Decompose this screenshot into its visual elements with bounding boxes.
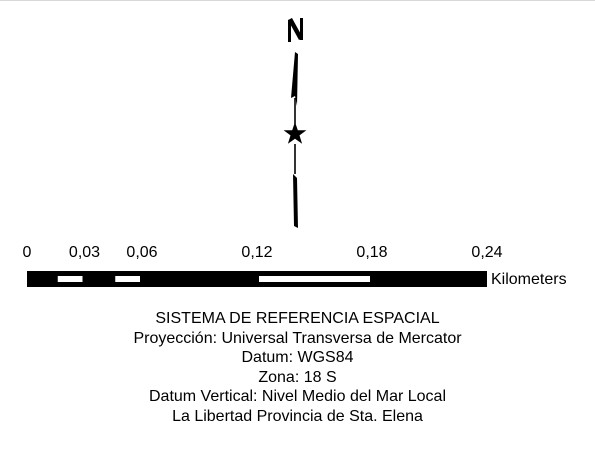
- projection-text: Proyección: Universal Transversa de Merc…: [133, 329, 462, 347]
- scale-bar-graphic: [27, 271, 487, 287]
- scale-tick-label: 0,03: [68, 244, 101, 261]
- scale-bar-segment-black: [84, 271, 114, 287]
- scale-tick-label: 0,18: [356, 244, 388, 261]
- reference-system-title: SISTEMA DE REFERENCIA ESPACIAL: [155, 310, 440, 327]
- vertical-datum-text: Datum Vertical: Nivel Medio del Mar Loca…: [148, 388, 446, 405]
- spatial-reference-info: SISTEMA DE REFERENCIA ESPACIAL Proyecció…: [0, 309, 595, 426]
- scale-bar: 0 0,03 0,06 0,12 0,18 0,24 Kilometers: [0, 240, 595, 290]
- scale-tick-label: 0,12: [241, 244, 273, 261]
- north-arrow-lower-blade: [293, 174, 298, 228]
- star-icon: [283, 122, 307, 144]
- location-text: La Libertad Provincia de Sta. Elena: [172, 407, 423, 425]
- scale-bar-segment-white: [115, 276, 140, 282]
- zone-text: Zona: 18 S: [258, 368, 337, 386]
- north-arrow: [283, 18, 307, 228]
- scale-tick-label: 0,06: [126, 244, 158, 261]
- north-arrow-upper-blade: [291, 52, 298, 106]
- scale-unit-label: Kilometers: [491, 271, 567, 288]
- datum-text: Datum: WGS84: [241, 349, 354, 366]
- north-letter-n: [288, 18, 303, 42]
- scale-bar-segment-white: [259, 276, 370, 282]
- scale-tick-label: 0: [22, 244, 32, 261]
- scale-bar-segment-black: [142, 271, 257, 287]
- scale-bar-segment-black: [372, 271, 487, 287]
- scale-bar-segment-black: [27, 271, 56, 287]
- scale-tick-label: 0,24: [471, 244, 503, 261]
- scale-bar-segment-white: [57, 276, 83, 282]
- top-border-line: [0, 0, 595, 1]
